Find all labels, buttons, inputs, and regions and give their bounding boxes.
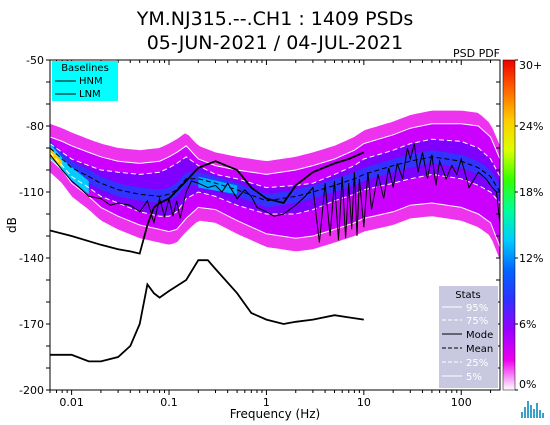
x-tick-label: 0.01 [59, 396, 84, 409]
colorbar-ticks: 0% 6% 12% 18% 24% 30+ [515, 59, 543, 391]
x-tick-label: 0.1 [160, 396, 178, 409]
stats-legend-title: Stats [455, 290, 481, 301]
series-line-25pct [50, 152, 500, 217]
x-tick-label: 10 [357, 396, 371, 409]
colorbar-title: PSD PDF [453, 47, 500, 60]
x-axis-label: Frequency (Hz) [230, 407, 321, 421]
colorbar-tick-label: 18% [519, 186, 543, 199]
colorbar [502, 59, 516, 391]
baselines-legend-title: Baselines [61, 63, 109, 74]
colorbar-tick-label: 6% [519, 318, 536, 331]
y-tick-label: -140 [19, 252, 44, 265]
p75-legend-label: 75% [466, 316, 488, 327]
density-band-peak [50, 141, 500, 208]
p5-legend-label: 5% [466, 372, 482, 383]
p25-legend-label: 25% [466, 358, 488, 369]
stats-legend: Stats 95% 75% Mode Mean 25% 5% [439, 286, 498, 388]
y-axis-label: dB [5, 217, 19, 233]
x-tick-label: 100 [451, 396, 472, 409]
pdf-density-layer [50, 110, 500, 261]
colorbar-tick-label: 30+ [519, 59, 542, 72]
mode-legend-label: Mode [466, 330, 493, 341]
y-tick-label: -200 [19, 384, 44, 397]
series-lines [50, 123, 500, 363]
hnm-legend-label: HNM [79, 76, 103, 87]
series-line-75pct [50, 138, 500, 189]
series-line-5pct [50, 158, 500, 248]
chart-subtitle: 05-JUN-2021 / 04-JUL-2021 [147, 32, 404, 54]
mean-legend-label: Mean [466, 344, 493, 355]
logo-icon [521, 401, 544, 418]
colorbar-tick-label: 0% [519, 378, 536, 391]
y-axis: -50 -80 -110 -140 -170 -200 [19, 54, 500, 397]
series-line-hnm [50, 151, 365, 255]
lnm-legend-label: LNM [79, 89, 101, 100]
series-line-mode [50, 143, 500, 243]
plot-frame [49, 59, 501, 391]
p95-legend-label: 95% [466, 303, 488, 314]
baselines-legend: Baselines HNM LNM [52, 61, 118, 101]
x-tick-label: 1 [263, 396, 270, 409]
density-hotspot-peak [50, 148, 63, 168]
chart-title: YM.NJ315.--.CH1 : 1409 PSDs [136, 8, 413, 30]
y-tick-label: -50 [26, 54, 44, 67]
colorbar-tick-label: 24% [519, 120, 543, 133]
stats-legend-box [439, 286, 498, 388]
series-line-mean [50, 147, 500, 202]
series-line-lnm [50, 259, 364, 363]
colorbar-tick-label: 12% [519, 252, 543, 265]
y-tick-label: -80 [26, 120, 44, 133]
y-tick-label: -110 [19, 186, 44, 199]
y-tick-label: -170 [19, 318, 44, 331]
